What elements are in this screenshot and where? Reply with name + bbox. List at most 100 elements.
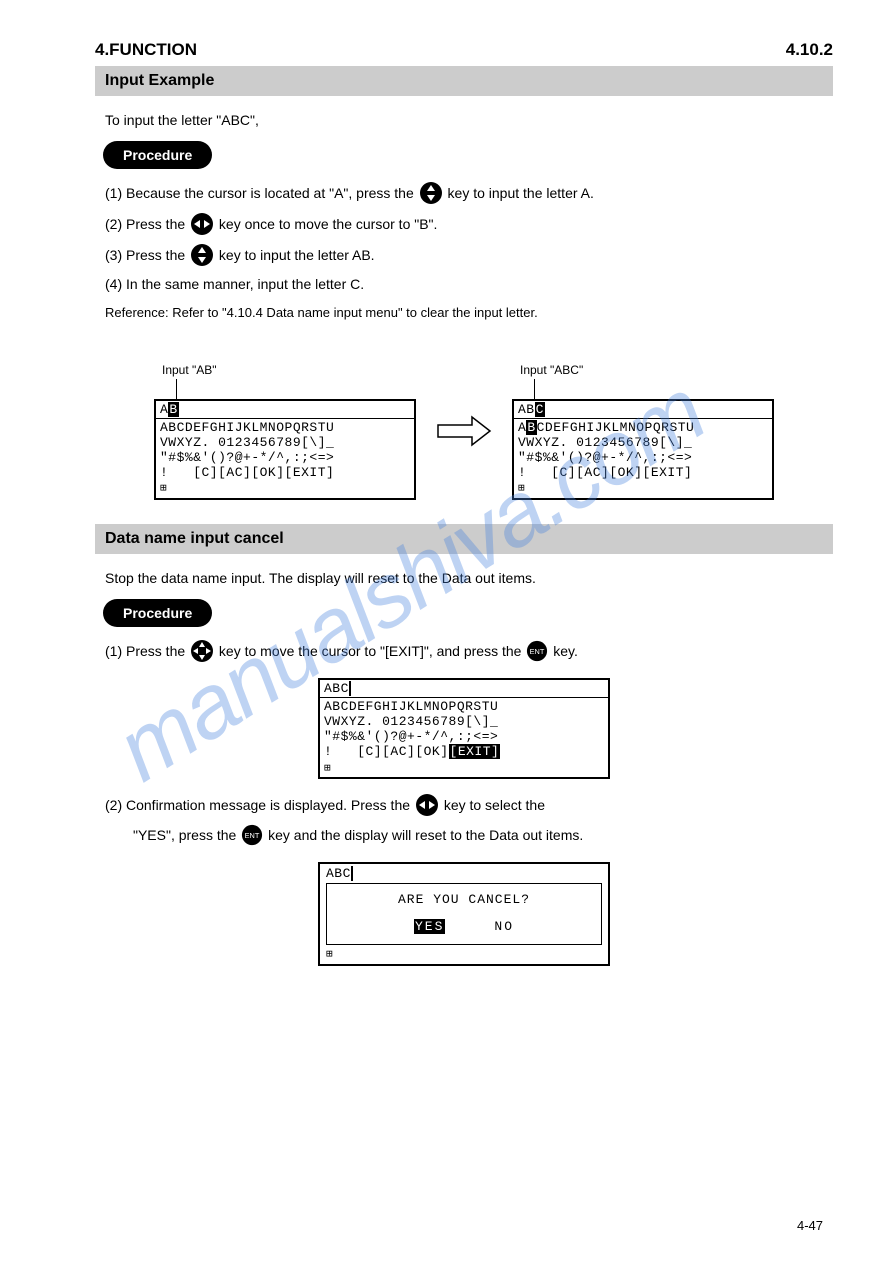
lcd-col-2: Input "ABC" ABC ABCDEFGHIJKLMNOPQRSTU VW…	[512, 363, 774, 500]
lcd-input-line: ABC	[514, 401, 772, 419]
step-text: key and the display will reset to the Da…	[268, 827, 583, 843]
section-bar-cancel: Data name input cancel	[95, 524, 833, 554]
step-text: (1)	[105, 185, 126, 201]
lcd-caption-2: Input "ABC"	[520, 363, 583, 377]
lcd-cursor: C	[535, 402, 545, 417]
step-text: key to select the	[444, 797, 545, 813]
step-text: key once to move the cursor to "B".	[219, 216, 437, 232]
lcd-text: ABC	[324, 681, 349, 696]
section-number: 4.10.2	[786, 40, 833, 60]
reference-note: Reference: Refer to "4.10.4 Data name in…	[105, 303, 823, 323]
dialog-message: ARE YOU CANCEL?	[333, 892, 595, 907]
lcd-text: AB	[518, 402, 535, 417]
lcd-line: ABCDEFGHIJKLMNOPQRSTU	[324, 699, 498, 714]
svg-text:ENT: ENT	[530, 647, 545, 656]
intro-text-2: Stop the data name input. The display wi…	[105, 568, 823, 589]
lcd-line: "#$%&'()?@+-*/^,:;<=>	[324, 729, 498, 744]
updown-key-icon	[419, 181, 443, 205]
ent-key-icon: ENT	[526, 640, 548, 662]
step-3: (3) Press the key to input the letter AB…	[105, 243, 823, 268]
step-text: (4)	[105, 276, 126, 292]
caption-line	[176, 379, 177, 401]
step-text: key to move the cursor to "[EXIT]", and …	[219, 643, 525, 659]
lcd-footer: ⊞	[156, 482, 414, 498]
lcd-line: VWXYZ. 0123456789[\]_	[518, 435, 692, 450]
step-text: "YES", press the	[133, 827, 240, 843]
section-bar-input-example: Input Example	[95, 66, 833, 96]
intro-text-1: To input the letter "ABC",	[105, 110, 823, 131]
page-container: 4.FUNCTION 4.10.2 Input Example To input…	[0, 0, 893, 1020]
arrow-icon	[434, 413, 494, 449]
dialog-box: ARE YOU CANCEL? YES NO	[326, 883, 602, 945]
lcd-highlight: B	[526, 420, 536, 435]
lcd-input-line: ABC	[320, 680, 608, 698]
step-text: (3)	[105, 247, 126, 263]
step-text: Press the	[126, 216, 189, 232]
lcd-line: ! [C][AC][OK]	[324, 744, 449, 759]
step-1: (1) Because the cursor is located at "A"…	[105, 181, 823, 206]
step-text: (1)	[105, 643, 126, 659]
step-2-2: (2) Confirmation message is displayed. P…	[105, 793, 823, 818]
lcd-footer: ⊞	[320, 762, 608, 778]
lcd-charmap: ABCDEFGHIJKLMNOPQRSTU VWXYZ. 0123456789[…	[320, 698, 608, 762]
lcd-footer: ⊞	[320, 947, 608, 964]
step-text: (2)	[105, 216, 126, 232]
dialog-yes-button[interactable]: YES	[414, 919, 445, 934]
procedure-pill-1: Procedure	[103, 141, 212, 169]
step-text: Press the	[126, 643, 189, 659]
steps-block-1: (1) Because the cursor is located at "A"…	[105, 181, 823, 323]
lcd-line: ABCDEFGHIJKLMNOPQRSTU	[160, 420, 334, 435]
lcd-screens-row: Input "AB" AB ABCDEFGHIJKLMNOPQRSTU VWXY…	[95, 363, 833, 500]
step-text: key.	[553, 643, 578, 659]
svg-text:ENT: ENT	[245, 831, 260, 840]
page-title: 4.FUNCTION	[95, 40, 197, 60]
lcd-input-line: AB	[156, 401, 414, 419]
page-header: 4.FUNCTION 4.10.2	[95, 40, 833, 60]
caption-line	[534, 379, 535, 401]
step-text: Because the cursor is located at "A", pr…	[126, 185, 418, 201]
step-text: key to input the letter AB.	[219, 247, 375, 263]
ent-key-icon: ENT	[241, 824, 263, 846]
lcd-footer: ⊞	[514, 482, 772, 498]
lcd-line: VWXYZ. 0123456789[\]_	[160, 435, 334, 450]
lcd-cursor	[349, 681, 351, 696]
step-2: (2) Press the key once to move the curso…	[105, 212, 823, 237]
lcd-dialog-cancel: ABC ARE YOU CANCEL? YES NO ⊞	[318, 862, 610, 966]
lcd-center-1: ABC ABCDEFGHIJKLMNOPQRSTU VWXYZ. 0123456…	[95, 678, 833, 779]
procedure-pill-2: Procedure	[103, 599, 212, 627]
leftright-key-icon	[190, 212, 214, 236]
lcd-text: ABC	[326, 866, 351, 881]
lcd-highlight-exit: [EXIT]	[449, 744, 501, 759]
lcd-line: "#$%&'()?@+-*/^,:;<=>	[160, 450, 334, 465]
lcd-col-1: Input "AB" AB ABCDEFGHIJKLMNOPQRSTU VWXY…	[154, 363, 416, 500]
dialog-no-button[interactable]: NO	[494, 919, 514, 934]
lcd-line: VWXYZ. 0123456789[\]_	[324, 714, 498, 729]
lcd-screen-1: AB ABCDEFGHIJKLMNOPQRSTU VWXYZ. 01234567…	[154, 399, 416, 500]
lcd-charmap: ABCDEFGHIJKLMNOPQRSTU VWXYZ. 0123456789[…	[514, 419, 772, 483]
step-2-2-cont: "YES", press the ENT key and the display…	[133, 824, 823, 848]
step-text: key to input the letter A.	[448, 185, 594, 201]
step-text: Press the	[126, 247, 189, 263]
lcd-caption-1: Input "AB"	[162, 363, 217, 377]
steps-block-2: (1) Press the key to move the cursor to …	[105, 639, 823, 664]
lcd-line: ! [C][AC][OK][EXIT]	[518, 465, 692, 480]
page-number: 4-47	[797, 1218, 823, 1233]
lcd-line: "#$%&'()?@+-*/^,:;<=>	[518, 450, 692, 465]
step-4: (4) In the same manner, input the letter…	[105, 273, 823, 297]
step-text: Confirmation message is displayed. Press…	[126, 797, 414, 813]
lcd-cursor	[351, 866, 353, 881]
fourway-key-icon	[190, 639, 214, 663]
leftright-key-icon	[415, 793, 439, 817]
lcd-line: ! [C][AC][OK][EXIT]	[160, 465, 334, 480]
lcd-screen-2: ABC ABCDEFGHIJKLMNOPQRSTU VWXYZ. 0123456…	[512, 399, 774, 500]
dialog-buttons: YES NO	[333, 919, 595, 934]
step-text: (2)	[105, 797, 126, 813]
lcd-line: CDEFGHIJKLMNOPQRSTU	[537, 420, 695, 435]
lcd-input-line: ABC	[320, 864, 608, 883]
updown-key-icon	[190, 243, 214, 267]
step-2-1: (1) Press the key to move the cursor to …	[105, 639, 823, 664]
lcd-charmap: ABCDEFGHIJKLMNOPQRSTU VWXYZ. 0123456789[…	[156, 419, 414, 483]
steps-block-3: (2) Confirmation message is displayed. P…	[105, 793, 823, 848]
lcd-cursor: B	[168, 402, 178, 417]
lcd-screen-exit: ABC ABCDEFGHIJKLMNOPQRSTU VWXYZ. 0123456…	[318, 678, 610, 779]
